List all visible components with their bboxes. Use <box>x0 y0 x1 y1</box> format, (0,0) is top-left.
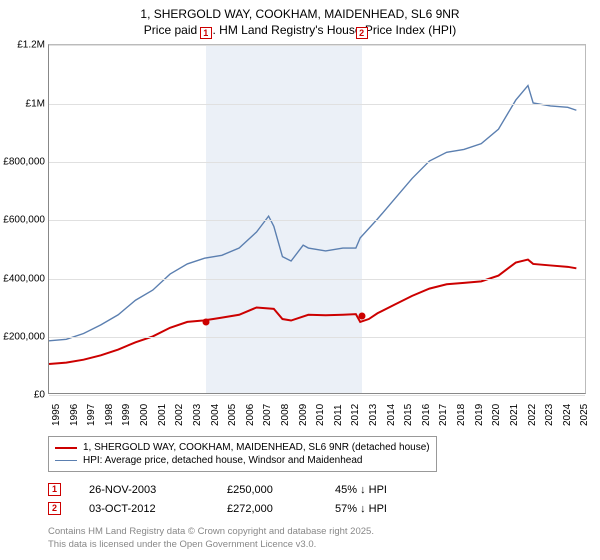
line-layer <box>49 45 585 393</box>
x-axis-label: 2009 <box>298 404 309 426</box>
x-axis-label: 2010 <box>315 404 326 426</box>
title-line-2: Price paid vs. HM Land Registry's House … <box>0 22 600 38</box>
gridline <box>49 162 585 163</box>
x-axis-label: 2004 <box>210 404 221 426</box>
sale-index: 2 <box>48 502 61 515</box>
sale-index: 1 <box>48 483 61 496</box>
gridline <box>49 220 585 221</box>
x-axis-label: 1997 <box>86 404 97 426</box>
series-hpi <box>49 86 576 341</box>
legend-item: HPI: Average price, detached house, Wind… <box>55 454 430 467</box>
x-axis-label: 2013 <box>368 404 379 426</box>
sale-hpi: 45% ↓ HPI <box>335 484 387 496</box>
x-axis-label: 1995 <box>51 404 62 426</box>
legend-label: HPI: Average price, detached house, Wind… <box>83 455 362 466</box>
x-axis-label: 2006 <box>245 404 256 426</box>
sale-marker-box: 2 <box>356 27 368 39</box>
gridline <box>49 104 585 105</box>
chart-wrap: £0£200,000£400,000£600,000£800,000£1M£1.… <box>10 44 590 432</box>
sale-hpi: 57% ↓ HPI <box>335 503 387 515</box>
y-axis-label: £1M <box>26 98 49 109</box>
gridline <box>49 337 585 338</box>
x-axis-label: 2008 <box>280 404 291 426</box>
gridline <box>49 45 585 46</box>
title-line-1: 1, SHERGOLD WAY, COOKHAM, MAIDENHEAD, SL… <box>0 6 600 22</box>
y-axis-label: £800,000 <box>3 157 49 168</box>
x-axis-label: 2005 <box>227 404 238 426</box>
footer-line-1: Contains HM Land Registry data © Crown c… <box>48 526 590 538</box>
x-axis-label: 2007 <box>262 404 273 426</box>
sale-row: 2 03-OCT-2012 £272,000 57% ↓ HPI <box>48 499 590 518</box>
x-axis-label: 2003 <box>192 404 203 426</box>
x-axis-label: 1998 <box>104 404 115 426</box>
footer-line-2: This data is licensed under the Open Gov… <box>48 539 590 551</box>
y-axis-label: £400,000 <box>3 273 49 284</box>
sales-table: 1 26-NOV-2003 £250,000 45% ↓ HPI 2 03-OCT-201… <box>48 480 590 518</box>
x-axis-label: 2015 <box>403 404 414 426</box>
chart-container: 1, SHERGOLD WAY, COOKHAM, MAIDENHEAD, SL… <box>0 0 600 560</box>
sale-row: 1 26-NOV-2003 £250,000 45% ↓ HPI <box>48 480 590 499</box>
footer: Contains HM Land Registry data © Crown c… <box>48 526 590 551</box>
x-axis-label: 2011 <box>333 405 344 427</box>
x-axis-label: 2001 <box>157 404 168 426</box>
gridline <box>49 279 585 280</box>
x-axis-label: 1999 <box>121 404 132 426</box>
sale-price: £250,000 <box>227 484 307 496</box>
y-axis-label: £0 <box>34 390 49 401</box>
x-axis-label: 2022 <box>527 404 538 426</box>
legend: 1, SHERGOLD WAY, COOKHAM, MAIDENHEAD, SL… <box>48 436 590 472</box>
x-axis-label: 2020 <box>491 404 502 426</box>
sale-marker-dot <box>358 313 365 320</box>
legend-swatch <box>55 447 77 449</box>
sale-price: £272,000 <box>227 503 307 515</box>
x-axis-label: 2025 <box>579 404 590 426</box>
legend-item: 1, SHERGOLD WAY, COOKHAM, MAIDENHEAD, SL… <box>55 441 430 454</box>
sale-marker-dot <box>202 319 209 326</box>
y-axis-label: £200,000 <box>3 332 49 343</box>
sale-date: 03-OCT-2012 <box>89 503 199 515</box>
plot-area: £0£200,000£400,000£600,000£800,000£1M£1.… <box>48 44 586 394</box>
x-axis-labels: 1995 1996 1997 1998 1999 2000 2001 2002 2003 2004… <box>48 394 586 432</box>
x-axis-label: 2016 <box>421 404 432 426</box>
x-axis-label: 1996 <box>69 404 80 426</box>
x-axis-label: 2019 <box>474 404 485 426</box>
x-axis-label: 2021 <box>509 404 520 426</box>
x-axis-label: 2018 <box>456 404 467 426</box>
legend-label: 1, SHERGOLD WAY, COOKHAM, MAIDENHEAD, SL… <box>83 442 430 453</box>
x-axis-label: 2024 <box>562 404 573 426</box>
legend-box: 1, SHERGOLD WAY, COOKHAM, MAIDENHEAD, SL… <box>48 436 437 472</box>
x-axis-label: 2002 <box>174 404 185 426</box>
sale-marker-box: 1 <box>200 27 212 39</box>
x-axis-label: 2012 <box>350 404 361 426</box>
y-axis-label: £1.2M <box>17 40 49 51</box>
series-price_paid <box>49 260 576 364</box>
x-axis-label: 2023 <box>544 404 555 426</box>
x-axis-label: 2017 <box>438 404 449 426</box>
sale-date: 26-NOV-2003 <box>89 484 199 496</box>
y-axis-label: £600,000 <box>3 215 49 226</box>
x-axis-label: 2000 <box>139 404 150 426</box>
chart-title: 1, SHERGOLD WAY, COOKHAM, MAIDENHEAD, SL… <box>0 0 600 38</box>
legend-swatch <box>55 460 77 461</box>
x-axis-label: 2014 <box>386 404 397 426</box>
